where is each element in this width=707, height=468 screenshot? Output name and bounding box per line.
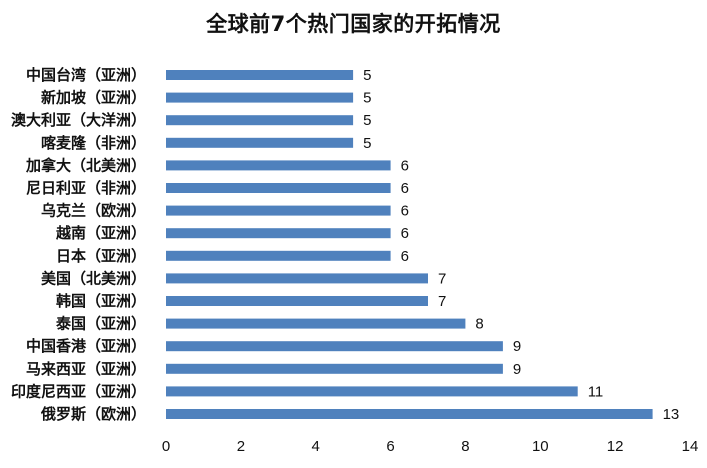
data-label: 6 (401, 180, 409, 197)
x-tick-label: 12 (607, 438, 624, 455)
category-label: 尼日利亚（非洲） (26, 179, 146, 197)
data-label: 9 (513, 361, 521, 378)
bar (166, 183, 391, 193)
data-label: 6 (401, 248, 409, 265)
category-label: 韩国（亚洲） (56, 292, 146, 310)
category-label: 马来西亚（亚洲） (26, 360, 146, 378)
x-tick-label: 4 (312, 438, 320, 455)
bar (166, 409, 653, 419)
data-label: 8 (475, 316, 483, 333)
category-label: 泰国（亚洲） (55, 315, 146, 333)
category-label: 中国香港（亚洲） (26, 337, 146, 355)
x-tick-label: 2 (237, 438, 245, 455)
data-label: 5 (363, 135, 371, 152)
data-label: 5 (363, 112, 371, 129)
category-label: 美国（北美洲） (41, 269, 146, 287)
data-label: 11 (588, 383, 604, 400)
category-label: 乌克兰（欧洲） (41, 202, 146, 220)
data-label: 7 (438, 270, 446, 287)
category-label: 越南（亚洲） (55, 224, 146, 242)
bar (166, 250, 391, 261)
category-label: 俄罗斯（欧洲） (40, 405, 146, 423)
category-label: 中国台湾（亚洲） (26, 66, 146, 84)
x-tick-label: 0 (162, 438, 170, 455)
category-label: 喀麦隆（非洲） (41, 134, 146, 152)
data-label: 9 (513, 338, 521, 355)
bar (166, 205, 391, 216)
bar (166, 160, 391, 171)
data-label: 5 (363, 67, 371, 84)
x-tick-label: 10 (532, 438, 549, 455)
data-label: 6 (401, 225, 409, 242)
value-labels: 5 5 5 5 6 6 6 6 6 7 7 8 9 9 11 13 (363, 67, 679, 423)
x-tick-label: 14 (682, 438, 699, 455)
bar (166, 92, 354, 103)
bar (166, 386, 578, 397)
bar (166, 228, 391, 239)
bar (166, 115, 354, 126)
x-tick-label: 6 (386, 438, 394, 455)
x-tick-label: 8 (461, 438, 469, 455)
category-label: 日本（亚洲） (56, 247, 146, 265)
data-label: 5 (363, 90, 371, 107)
bar (166, 137, 354, 148)
category-label: 新加坡（亚洲） (41, 89, 146, 107)
x-axis-tick-labels: 0 2 4 6 8 10 12 14 (162, 438, 699, 455)
data-label: 7 (438, 293, 446, 310)
category-label: 加拿大（北美洲） (25, 156, 146, 174)
bar (166, 363, 503, 374)
category-labels: 中国台湾（亚洲） 新加坡（亚洲） 澳大利亚（大洋洲） 喀麦隆（非洲） 加拿大（北美洲） 尼… (11, 66, 146, 423)
bar (166, 341, 503, 352)
chart-title: 全球前7个热门国家的开拓情况 (206, 12, 501, 36)
category-label: 印度尼西亚（亚洲） (11, 382, 146, 400)
data-label: 6 (401, 157, 409, 174)
bar (166, 273, 428, 284)
bar (166, 318, 466, 329)
bar (166, 296, 428, 306)
bar (166, 70, 354, 80)
data-label: 13 (663, 406, 680, 423)
category-label: 澳大利亚（大洋洲） (11, 111, 146, 129)
data-label: 6 (401, 203, 409, 220)
bars-layer (166, 70, 653, 419)
